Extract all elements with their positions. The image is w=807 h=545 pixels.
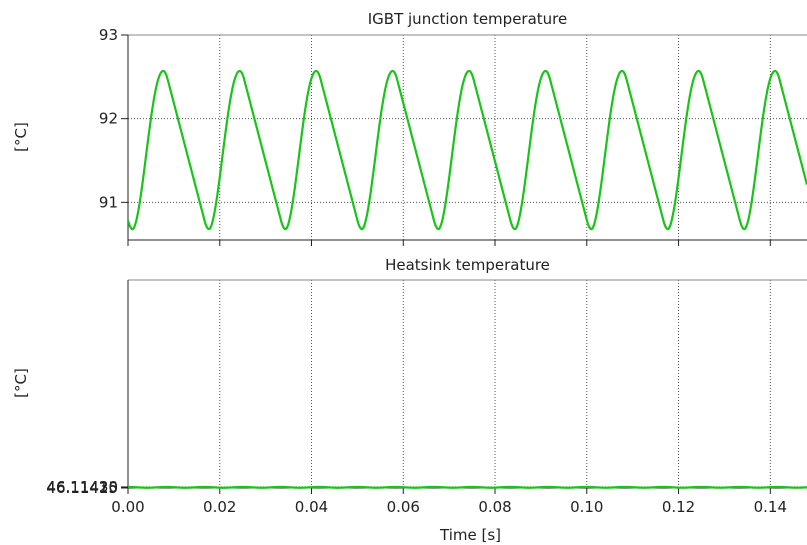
x-tick-label: 0.12 [662, 498, 695, 516]
x-axis-label: Time [s] [439, 526, 501, 544]
y-tick-label: 46.11415 [46, 479, 118, 497]
y-tick-label: 91 [99, 193, 118, 211]
x-tick-label: 0.00 [111, 498, 144, 516]
x-tick-label: 0.02 [203, 498, 236, 516]
chart-title: Heatsink temperature [385, 256, 550, 274]
y-tick-label: 93 [99, 26, 118, 44]
y-axis-label: [°C] [12, 368, 30, 398]
y-tick-label: 92 [99, 110, 118, 128]
chart-title: IGBT junction temperature [368, 10, 567, 28]
y-axis-label: [°C] [12, 122, 30, 152]
chart-panel-2: Heatsink temperature [°C] 46.1141546.11420… [12, 256, 807, 544]
x-tick-label: 0.10 [570, 498, 603, 516]
series-line-1 [128, 69, 807, 231]
series-line-1 [128, 485, 807, 489]
x-tick-label: 0.08 [478, 498, 511, 516]
x-tick-label: 0.06 [387, 498, 420, 516]
chart-panel-1: IGBT junction temperature [°C] 91 92 93 [12, 10, 807, 246]
y-tick-label: 46.11425 [46, 478, 118, 496]
x-tick-label: 0.14 [754, 498, 787, 516]
x-tick-label: 0.04 [295, 498, 328, 516]
y-tick-label: 46.11420 [46, 479, 118, 497]
y-tick-label: 46.11430 [46, 478, 118, 496]
